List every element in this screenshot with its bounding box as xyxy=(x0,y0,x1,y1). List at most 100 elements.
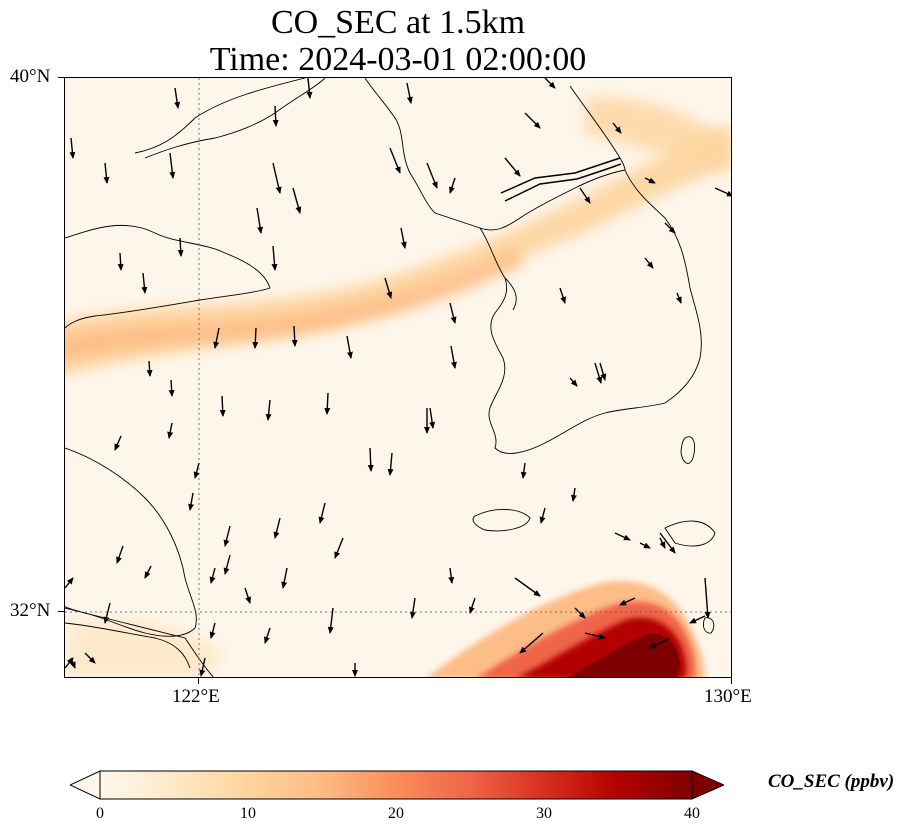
wind-arrow xyxy=(116,545,124,564)
lon-tick-122 xyxy=(198,678,199,684)
wind-arrow xyxy=(167,422,174,439)
wind-arrow xyxy=(409,597,416,619)
wind-arrow xyxy=(223,525,231,547)
wind-arrow xyxy=(272,162,282,194)
wind-arrow xyxy=(514,577,541,597)
wind-arrow xyxy=(168,379,175,397)
wind-arrow xyxy=(265,399,272,421)
wind-arrow xyxy=(614,532,631,541)
wind-arrow xyxy=(281,567,288,589)
wind-arrow xyxy=(406,82,413,104)
wind-arrow xyxy=(291,325,298,347)
wind-arrow xyxy=(271,245,278,271)
lat-label-32: 32°N xyxy=(10,600,51,621)
wind-vectors xyxy=(65,78,731,677)
wind-arrow xyxy=(384,277,393,299)
wind-arrow xyxy=(292,187,302,214)
wind-arrow xyxy=(272,105,279,127)
wind-arrow xyxy=(273,517,281,539)
wind-arrow xyxy=(429,407,436,429)
wind-arrow xyxy=(318,502,326,524)
colorbar-extend-min xyxy=(70,770,101,800)
lon-tick-130 xyxy=(731,678,732,684)
colorbar-tick-10: 10 xyxy=(240,805,256,822)
figure-title: CO_SEC at 1.5km xyxy=(270,4,526,41)
wind-arrow xyxy=(174,87,181,109)
wind-arrow xyxy=(544,78,556,89)
wind-arrow xyxy=(209,567,216,584)
wind-arrow xyxy=(306,78,313,99)
colorbar-gradient xyxy=(100,771,692,799)
wind-arrow xyxy=(559,287,566,304)
wind-arrow xyxy=(188,492,194,511)
colorbar-tick-30: 30 xyxy=(536,805,552,822)
wind-arrow xyxy=(264,627,271,644)
colorbar-tick-20: 20 xyxy=(388,805,404,822)
coastlines xyxy=(65,78,716,677)
wind-arrow xyxy=(504,157,521,177)
map-panel xyxy=(64,77,732,678)
lon-label-122: 122°E xyxy=(172,686,220,707)
wind-arrow xyxy=(252,327,259,349)
wind-arrow xyxy=(169,152,176,179)
wind-arrow xyxy=(117,252,124,271)
wind-arrow xyxy=(612,122,622,134)
wind-arrow xyxy=(659,532,676,554)
wind-arrow xyxy=(177,237,184,257)
wind-arrow xyxy=(639,542,651,549)
wind-arrow xyxy=(69,137,76,159)
wind-arrow xyxy=(346,335,353,359)
wind-arrow xyxy=(449,177,456,194)
wind-arrow xyxy=(659,537,666,549)
wind-arrow xyxy=(689,615,706,624)
wind-arrow xyxy=(400,227,407,249)
wind-arrow xyxy=(213,327,220,349)
colorbar-extend-max xyxy=(691,770,724,800)
wind-arrow xyxy=(649,637,671,649)
wind-arrow xyxy=(389,147,401,174)
wind-arrow xyxy=(704,577,711,619)
wind-arrow xyxy=(524,112,541,129)
wind-arrow xyxy=(193,462,200,479)
wind-arrow xyxy=(448,567,455,584)
wind-arrow xyxy=(84,652,96,664)
co-hotspot xyxy=(427,580,705,677)
wind-arrow xyxy=(209,622,216,639)
map-canvas xyxy=(65,78,731,677)
figure-subtitle-time: Time: 2024-03-01 02:00:00 xyxy=(209,41,587,78)
wind-arrow xyxy=(141,272,148,294)
wind-arrow xyxy=(644,177,656,184)
wind-arrow xyxy=(714,187,731,197)
wind-arrow xyxy=(594,362,603,384)
lat-label-40: 40°N xyxy=(10,66,51,87)
wind-arrow xyxy=(334,537,344,559)
wind-arrow xyxy=(244,587,251,604)
wind-arrow xyxy=(579,187,591,204)
wind-arrow xyxy=(114,435,122,451)
wind-arrow xyxy=(675,292,682,304)
colorbar-label: CO_SEC (ppbv) xyxy=(768,771,895,792)
wind-arrow xyxy=(599,362,607,381)
wind-arrow xyxy=(69,657,76,669)
wind-arrow xyxy=(539,507,546,524)
wind-arrow xyxy=(324,392,331,415)
wind-arrow xyxy=(103,162,110,184)
lon-label-130: 130°E xyxy=(704,686,752,707)
wind-arrow xyxy=(574,607,586,619)
wind-arrow xyxy=(570,487,577,502)
wind-arrow xyxy=(664,222,676,234)
wind-arrow xyxy=(584,632,606,640)
lat-tick-40 xyxy=(58,77,64,78)
wind-arrow xyxy=(103,602,111,624)
wind-arrow xyxy=(146,360,153,377)
colorbar xyxy=(70,770,724,800)
wind-arrow xyxy=(569,377,578,387)
colorbar-tick-40: 40 xyxy=(684,805,700,822)
wind-arrow xyxy=(367,447,374,472)
wind-arrow xyxy=(619,597,636,606)
wind-arrow xyxy=(223,554,231,575)
wind-arrow xyxy=(469,597,476,614)
lat-tick-32 xyxy=(58,611,64,612)
gridlines xyxy=(65,78,731,677)
wind-arrow xyxy=(519,632,544,654)
